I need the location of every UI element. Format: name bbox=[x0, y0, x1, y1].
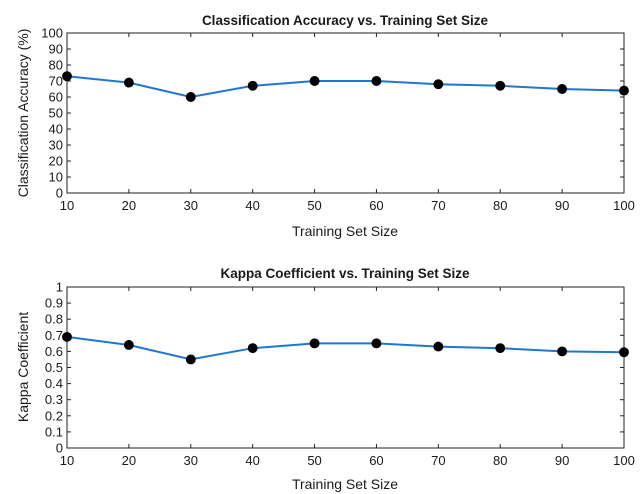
kappa-x-ticks: 10 20 30 40 50 60 70 80 90 100 bbox=[60, 287, 635, 468]
accuracy-y-tick-label: 30 bbox=[49, 138, 63, 153]
kappa-y-tick-label: 0.8 bbox=[45, 312, 63, 327]
kappa-series-line bbox=[66, 335, 625, 361]
accuracy-data-point bbox=[62, 71, 72, 82]
kappa-y-tick-label: 0.6 bbox=[45, 344, 63, 359]
kappa-x-tick-label: 30 bbox=[184, 453, 198, 468]
accuracy-data-point bbox=[619, 85, 629, 96]
accuracy-x-tick-label: 20 bbox=[122, 198, 136, 213]
kappa-x-tick-label: 100 bbox=[613, 453, 635, 468]
kappa-data-point bbox=[557, 346, 568, 357]
kappa-y-ticks: 0 0.10.20.30.40.50.60.70.80.91 bbox=[45, 280, 624, 456]
accuracy-data-point bbox=[185, 92, 196, 102]
kappa-plot-frame bbox=[66, 286, 625, 449]
accuracy-y-tick-label: 50 bbox=[49, 106, 63, 121]
kappa-data-point bbox=[62, 331, 72, 342]
kappa-y-tick-label: 0.3 bbox=[45, 392, 63, 407]
accuracy-chart-title: Classification Accuracy vs. Training Set… bbox=[202, 13, 489, 28]
accuracy-x-axis-label: Training Set Size bbox=[292, 223, 398, 239]
kappa-data-point bbox=[309, 338, 320, 349]
kappa-y-tick-label: 0.9 bbox=[45, 296, 63, 311]
accuracy-data-point bbox=[495, 80, 506, 91]
kappa-y-tick-label: 1 bbox=[56, 280, 63, 295]
kappa-data-point bbox=[247, 343, 258, 354]
accuracy-y-axis-label: Classification Accuracy (%) bbox=[15, 29, 31, 198]
kappa-chart-title: Kappa Coefficient vs. Training Set Size bbox=[220, 266, 470, 281]
accuracy-y-tick-label: 0 bbox=[56, 186, 63, 201]
kappa-data-point bbox=[619, 347, 629, 358]
kappa-x-tick-label: 90 bbox=[555, 453, 569, 468]
kappa-x-axis-label: Training Set Size bbox=[292, 476, 398, 492]
accuracy-y-tick-label: 40 bbox=[49, 122, 63, 137]
accuracy-x-tick-label: 90 bbox=[555, 198, 569, 213]
kappa-x-tick-label: 40 bbox=[245, 453, 259, 468]
accuracy-y-tick-label: 10 bbox=[49, 170, 63, 185]
kappa-y-tick-label: 0.4 bbox=[45, 376, 63, 391]
accuracy-series-line bbox=[66, 75, 625, 99]
accuracy-x-tick-label: 100 bbox=[613, 198, 635, 213]
kappa-y-tick-label: 0 bbox=[56, 441, 63, 456]
accuracy-data-points bbox=[62, 71, 629, 102]
kappa-data-point bbox=[433, 341, 444, 352]
kappa-data-point bbox=[495, 343, 506, 354]
kappa-data-point bbox=[123, 340, 134, 350]
kappa-y-tick-label: 0.7 bbox=[45, 328, 63, 343]
kappa-x-tick-label: 10 bbox=[60, 453, 74, 468]
accuracy-data-point bbox=[433, 79, 444, 90]
kappa-chart: Kappa Coefficient vs. Training Set Size … bbox=[15, 266, 635, 492]
kappa-y-tick-label: 0.5 bbox=[45, 360, 63, 375]
accuracy-x-tick-label: 30 bbox=[184, 198, 198, 213]
accuracy-data-point bbox=[123, 77, 134, 88]
accuracy-y-tick-label: 20 bbox=[49, 154, 63, 169]
accuracy-chart: Classification Accuracy vs. Training Set… bbox=[15, 13, 635, 239]
accuracy-data-point bbox=[371, 76, 382, 86]
accuracy-x-tick-label: 60 bbox=[369, 198, 383, 213]
kappa-y-tick-label: 0.2 bbox=[45, 408, 63, 423]
kappa-data-point bbox=[371, 338, 382, 349]
kappa-x-tick-label: 20 bbox=[122, 453, 136, 468]
accuracy-data-point bbox=[309, 76, 320, 86]
accuracy-y-tick-label: 100 bbox=[41, 26, 63, 41]
accuracy-plot-frame bbox=[66, 32, 625, 194]
accuracy-x-tick-label: 70 bbox=[431, 198, 445, 213]
accuracy-x-tick-label: 80 bbox=[493, 198, 507, 213]
accuracy-data-point bbox=[557, 84, 568, 94]
accuracy-y-tick-label: 90 bbox=[49, 42, 63, 57]
accuracy-data-point bbox=[247, 80, 258, 91]
kappa-x-tick-label: 80 bbox=[493, 453, 507, 468]
kappa-x-tick-label: 50 bbox=[307, 453, 321, 468]
kappa-y-axis-label: Kappa Coefficient bbox=[15, 312, 31, 422]
accuracy-x-tick-label: 50 bbox=[307, 198, 321, 213]
accuracy-y-tick-label: 80 bbox=[49, 58, 63, 73]
kappa-data-points bbox=[62, 331, 629, 365]
accuracy-y-tick-label: 60 bbox=[49, 90, 63, 105]
kappa-x-tick-label: 60 bbox=[369, 453, 383, 468]
accuracy-x-tick-label: 10 bbox=[60, 198, 74, 213]
kappa-x-tick-label: 70 bbox=[431, 453, 445, 468]
accuracy-x-tick-label: 40 bbox=[245, 198, 259, 213]
accuracy-x-ticks: 10 20 30 40 50 60 70 80 90 100 bbox=[60, 33, 635, 213]
kappa-y-tick-label: 0.1 bbox=[45, 424, 63, 439]
kappa-data-point bbox=[185, 354, 196, 365]
accuracy-y-tick-label: 70 bbox=[49, 74, 63, 89]
